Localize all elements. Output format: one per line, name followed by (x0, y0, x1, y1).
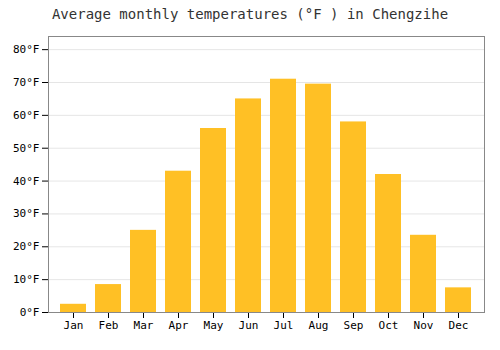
svg-text:60°F: 60°F (13, 109, 40, 122)
svg-text:Jul: Jul (274, 319, 294, 332)
svg-text:Sep: Sep (344, 319, 364, 332)
svg-text:50°F: 50°F (13, 142, 40, 155)
svg-text:Dec: Dec (449, 319, 469, 332)
svg-text:0°F: 0°F (20, 306, 40, 319)
svg-text:Oct: Oct (379, 319, 399, 332)
svg-text:May: May (204, 319, 224, 332)
svg-text:80°F: 80°F (13, 43, 40, 56)
svg-text:70°F: 70°F (13, 76, 40, 89)
svg-text:Jun: Jun (239, 319, 259, 332)
svg-text:40°F: 40°F (13, 175, 40, 188)
svg-text:Jan: Jan (64, 319, 84, 332)
svg-text:30°F: 30°F (13, 207, 40, 220)
svg-text:20°F: 20°F (13, 240, 40, 253)
html-text:Average monthly temperatures (: Average monthly temperatures (°F ) in Ch… (51, 6, 449, 22)
svg-text:10°F: 10°F (13, 273, 40, 286)
svg-text:Nov: Nov (414, 319, 434, 332)
svg-text:Mar: Mar (134, 319, 154, 332)
svg-text:Aug: Aug (309, 319, 329, 332)
svg-text:Feb: Feb (99, 319, 119, 332)
svg-text:Apr: Apr (169, 319, 189, 332)
